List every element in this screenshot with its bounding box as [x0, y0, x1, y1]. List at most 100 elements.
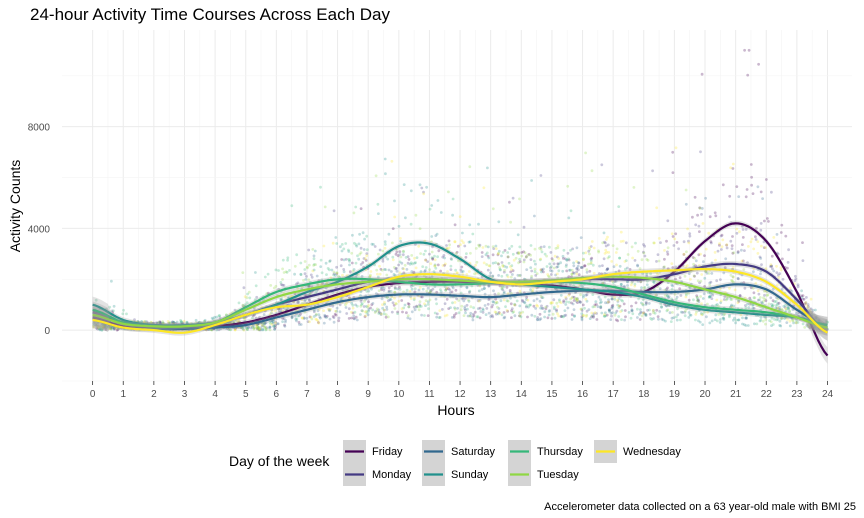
data-point [557, 262, 561, 266]
data-point [435, 315, 439, 319]
data-point [733, 288, 737, 292]
data-point [282, 317, 286, 320]
data-point [728, 313, 731, 317]
data-point [770, 324, 773, 327]
data-point [604, 244, 608, 248]
data-point [518, 311, 522, 315]
data-point [645, 301, 648, 305]
data-point [444, 262, 447, 266]
data-point [593, 303, 597, 307]
data-point [335, 309, 338, 313]
data-point [714, 214, 718, 218]
data-point [512, 310, 516, 314]
data-point [109, 327, 113, 330]
data-point [569, 209, 573, 213]
data-point [612, 265, 616, 268]
data-point [413, 290, 417, 294]
data-point [666, 308, 670, 312]
data-point [555, 301, 559, 305]
data-point [521, 298, 524, 302]
data-point [642, 243, 645, 246]
data-point [748, 302, 752, 306]
data-point [540, 268, 543, 272]
data-point [330, 268, 334, 272]
data-point [442, 254, 446, 257]
data-point [755, 226, 758, 230]
data-point [488, 274, 492, 278]
data-point [671, 266, 675, 269]
data-point [759, 318, 763, 322]
data-point [361, 231, 365, 235]
data-point [741, 225, 744, 228]
data-point [404, 256, 408, 259]
data-point [764, 315, 768, 319]
data-point [254, 284, 258, 288]
data-point [387, 299, 390, 303]
data-point [360, 302, 364, 305]
data-point [449, 306, 452, 309]
data-point [550, 317, 554, 320]
data-point [579, 301, 582, 304]
data-point [607, 308, 611, 312]
data-point [370, 287, 373, 291]
data-point [736, 318, 740, 322]
data-point [409, 285, 413, 288]
data-point [630, 309, 634, 313]
data-point [571, 302, 575, 306]
data-point [568, 292, 571, 296]
data-point [743, 48, 746, 52]
data-point [752, 306, 756, 310]
data-point [630, 308, 634, 312]
data-point [429, 289, 433, 292]
data-point [500, 286, 504, 289]
data-point [714, 258, 717, 262]
data-point [478, 298, 482, 302]
data-point [805, 323, 809, 327]
data-point [417, 308, 421, 312]
data-point [728, 215, 731, 219]
data-point [369, 306, 372, 310]
data-point [468, 223, 472, 227]
data-point [568, 282, 572, 286]
data-point [788, 324, 792, 328]
data-point [735, 185, 739, 189]
data-point [519, 311, 523, 315]
data-point [462, 299, 466, 303]
data-point [475, 260, 479, 264]
data-point [603, 314, 607, 318]
data-point [672, 316, 676, 319]
data-point [282, 271, 286, 274]
data-point [769, 265, 772, 268]
data-point [372, 243, 375, 246]
data-point [738, 230, 741, 234]
data-point [636, 264, 640, 268]
data-point [498, 312, 502, 315]
data-point [644, 303, 648, 306]
data-point [559, 315, 563, 318]
data-point [631, 312, 635, 316]
data-point [402, 267, 406, 271]
data-point [555, 308, 558, 312]
data-point [695, 271, 699, 275]
data-point [411, 284, 415, 287]
data-point [436, 199, 440, 202]
data-point [502, 270, 506, 274]
data-point [697, 253, 701, 257]
data-point [424, 259, 427, 262]
data-point [433, 254, 436, 258]
data-point [465, 285, 469, 289]
data-point [415, 256, 419, 259]
data-point [472, 306, 475, 310]
data-point [761, 301, 764, 305]
data-point [533, 247, 537, 251]
data-point [112, 309, 115, 313]
data-point [264, 328, 268, 332]
data-point [527, 305, 530, 309]
data-point [112, 304, 116, 308]
data-point [384, 315, 388, 319]
data-point [506, 255, 510, 259]
data-point [749, 240, 753, 244]
data-point [742, 281, 746, 285]
data-point [535, 272, 539, 275]
data-point [689, 277, 692, 281]
